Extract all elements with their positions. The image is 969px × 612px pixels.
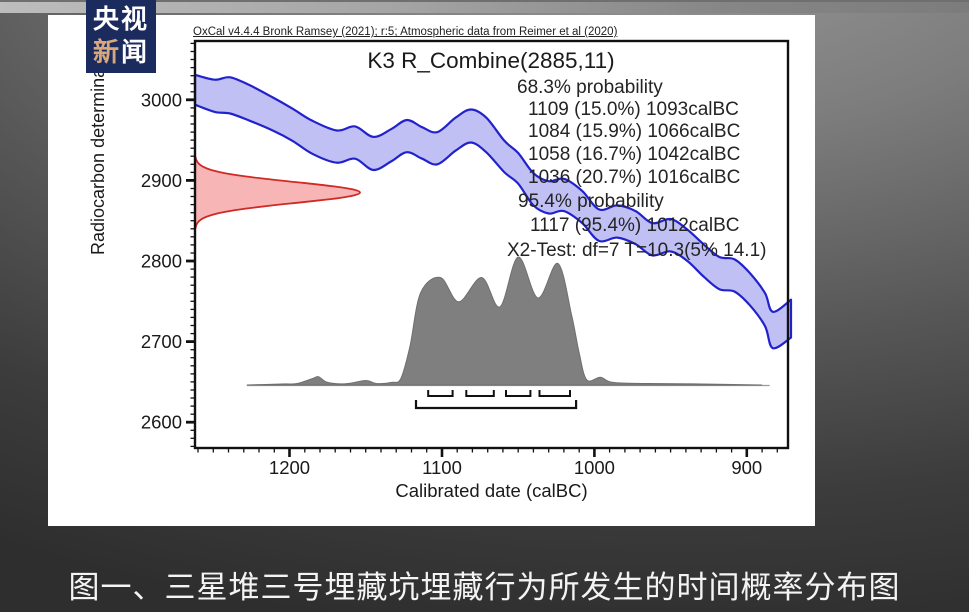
y-tick-label: 3000: [141, 89, 182, 110]
stats-line: 1036 (20.7%) 1016calBC: [528, 167, 740, 188]
stats-line: 1109 (15.0%) 1093calBC: [528, 99, 739, 120]
radiocarbon-date-distribution: [194, 156, 361, 229]
x-tick-label: 1000: [574, 457, 615, 478]
oxcal-credit-line: OxCal v4.4.4 Bronk Ramsey (2021); r:5; A…: [193, 26, 618, 38]
stats-line: 1084 (15.9%) 1066calBC: [528, 121, 740, 142]
logo-line1: 央视: [92, 4, 149, 34]
stats-line: 1058 (16.7%) 1042calBC: [528, 144, 740, 165]
calibration-curve-band: [193, 73, 793, 350]
y-tick-label: 2700: [141, 331, 182, 352]
x-tick-label: 900: [731, 457, 762, 478]
chart-canvas: 1200 1100 1000 900 3000 2900 2800 2700 2600 K3 R_…: [141, 39, 793, 478]
stats-line: X2-Test: df=7 T=10.3(5% 14.1): [507, 240, 766, 261]
top-gradient-band: [0, 0, 969, 13]
x-axis-title: Calibrated date (calBC): [395, 480, 588, 501]
chart-panel: OxCal v4.4.4 Bronk Ramsey (2021); r:5; A…: [48, 0, 815, 526]
x-tick-label: 1200: [269, 457, 310, 478]
range-bracket-68: [427, 390, 454, 397]
range-bracket-68: [538, 390, 571, 397]
y-tick-label: 2800: [141, 251, 182, 272]
logo-line2: 新闻: [92, 37, 150, 67]
stats-line: 1117 (95.4%) 1012calBC: [530, 215, 739, 236]
calibrated-date-distribution: [246, 256, 763, 386]
axis-ticks: [186, 42, 778, 457]
y-tick-label: 2600: [141, 412, 182, 433]
x-tick-label: 1100: [422, 457, 462, 478]
range-bracket-68: [465, 390, 495, 397]
stats-line: 68.3% probability: [517, 77, 663, 98]
y-tick-label: 2900: [141, 170, 182, 191]
range-bracket-68: [505, 390, 532, 397]
stats-line: 95.4% probability: [518, 191, 664, 212]
chart-title: K3 R_Combine(2885,11): [367, 48, 614, 73]
cctv-news-logo: 央视 新闻: [86, 0, 156, 73]
figure-caption: 图一、三星堆三号埋藏坑埋藏行为所发生的时间概率分布图: [68, 570, 901, 605]
range-bracket-95: [414, 400, 578, 410]
